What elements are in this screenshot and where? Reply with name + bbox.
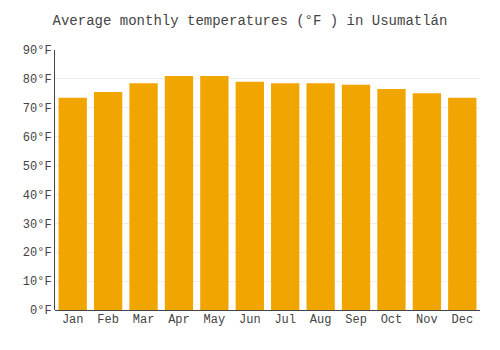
svg-text:Feb: Feb: [97, 313, 119, 327]
svg-text:Jan: Jan: [62, 313, 84, 327]
svg-text:20°F: 20°F: [23, 246, 52, 260]
svg-text:40°F: 40°F: [23, 189, 52, 203]
svg-text:Dec: Dec: [451, 313, 473, 327]
svg-text:Jul: Jul: [274, 313, 296, 327]
svg-text:Apr: Apr: [168, 313, 190, 327]
svg-text:80°F: 80°F: [23, 73, 52, 87]
svg-text:Aug: Aug: [310, 313, 332, 327]
svg-text:70°F: 70°F: [23, 102, 52, 116]
svg-text:May: May: [204, 313, 226, 327]
svg-text:90°F: 90°F: [23, 44, 52, 58]
svg-text:Oct: Oct: [381, 313, 403, 327]
svg-text:30°F: 30°F: [23, 218, 52, 232]
svg-text:Jun: Jun: [239, 313, 261, 327]
svg-text:0°F: 0°F: [30, 304, 52, 318]
svg-text:Mar: Mar: [133, 313, 155, 327]
svg-text:50°F: 50°F: [23, 160, 52, 174]
svg-text:60°F: 60°F: [23, 131, 52, 145]
svg-text:Average monthly temperatures (: Average monthly temperatures (°F ) in Us…: [53, 13, 448, 29]
svg-text:Nov: Nov: [416, 313, 438, 327]
svg-text:Sep: Sep: [345, 313, 367, 327]
svg-text:10°F: 10°F: [23, 275, 52, 289]
